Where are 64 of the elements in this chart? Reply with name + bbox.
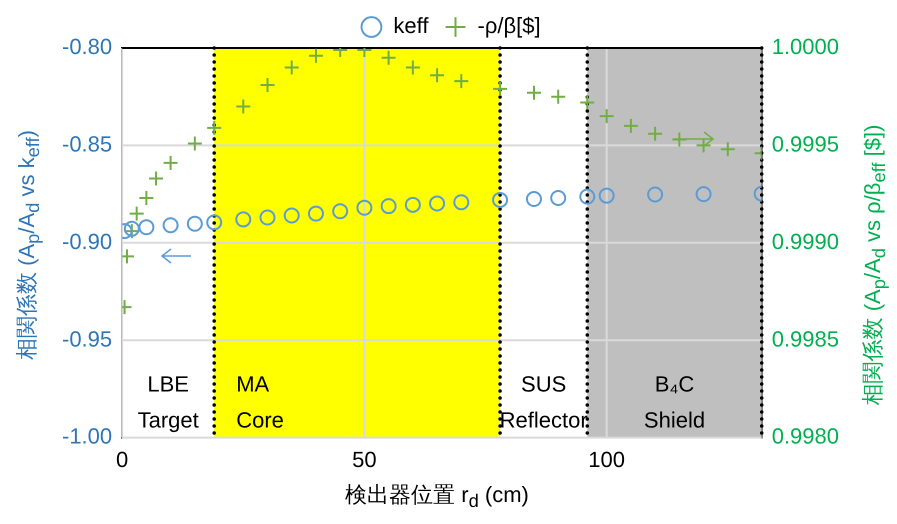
- y2-tick-label: 0.9980: [772, 424, 840, 449]
- point: [453, 194, 470, 210]
- x-tick-label: 0: [116, 446, 128, 472]
- point: [404, 59, 421, 76]
- point: [404, 196, 421, 213]
- point: [453, 73, 470, 90]
- point: [235, 211, 252, 228]
- point: [356, 200, 372, 216]
- point: [550, 190, 566, 206]
- point: [148, 170, 164, 187]
- point: [696, 186, 712, 202]
- point: [235, 98, 252, 114]
- point: [598, 108, 615, 124]
- point: [550, 88, 566, 105]
- point: [332, 203, 348, 220]
- point: [492, 80, 508, 97]
- point: [138, 219, 154, 236]
- point: [308, 206, 324, 222]
- point: [260, 209, 276, 226]
- band-label: MA Core: [236, 372, 284, 433]
- x-tick-label: 50: [352, 446, 377, 472]
- point: [380, 198, 397, 214]
- legend-label: -ρ/β[$]: [478, 13, 541, 38]
- point: [308, 48, 324, 64]
- band-label: LBE Target: [138, 372, 199, 433]
- point: [647, 126, 664, 142]
- point: [162, 217, 179, 234]
- legend-label: keff: [393, 13, 430, 38]
- point: [206, 120, 222, 136]
- point: [186, 135, 203, 152]
- point: [622, 118, 639, 134]
- point: [492, 192, 508, 208]
- point: [162, 154, 179, 171]
- point: [284, 59, 300, 76]
- y-tick-label: -0.90: [62, 228, 112, 254]
- point: [598, 188, 615, 204]
- y2-tick-label: 0.9985: [772, 326, 840, 352]
- point: [579, 188, 596, 205]
- band-label: SUS Reflector: [500, 372, 588, 433]
- x-axis-title: 検出器位置 r$_{d}$ (cm): [345, 480, 529, 512]
- point: [526, 190, 542, 207]
- y-tick-label: -0.85: [62, 131, 112, 156]
- point: [128, 206, 145, 222]
- point: [720, 141, 736, 158]
- point: [260, 77, 276, 94]
- y2-tick-label: 0.9990: [772, 228, 840, 254]
- y-tick-label: -1.00: [62, 424, 112, 449]
- point: [696, 137, 712, 154]
- point: [429, 67, 446, 84]
- point: [647, 186, 664, 202]
- y2-tick-label: 1.0000: [772, 34, 840, 60]
- y-tick-label: -0.95: [62, 326, 112, 352]
- point: [186, 216, 203, 232]
- y2-tick-label: 0.9995: [772, 131, 840, 156]
- point: [284, 208, 300, 224]
- point: [380, 50, 397, 66]
- x-tick-label: 100: [588, 446, 626, 472]
- point: [579, 94, 596, 111]
- point: [429, 195, 446, 212]
- point: [206, 214, 222, 230]
- band-label: B₄C Shield: [644, 372, 706, 433]
- point: [138, 190, 154, 206]
- y-tick-label: -0.80: [62, 34, 112, 60]
- point: [526, 84, 542, 101]
